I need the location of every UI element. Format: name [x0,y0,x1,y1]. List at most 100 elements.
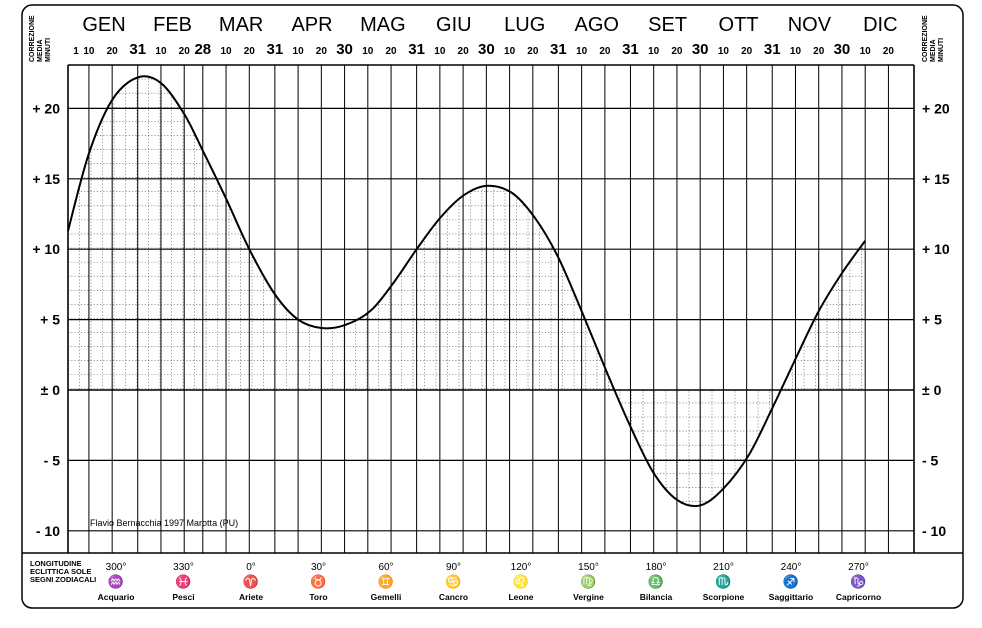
y-tick-label-left: - 5 [44,452,61,468]
legend-header: SEGNI ZODIACALI [30,575,96,584]
day-label: 20 [458,46,470,57]
chart-border [21,4,964,609]
month-label: FEB [153,14,192,36]
day-label: 10 [648,46,660,57]
day-label: 10 [434,46,446,57]
month-label: LUG [504,14,545,36]
day-label: 20 [813,46,825,57]
legend-header: LONGITUDINE [30,559,82,568]
zodiac-degree: 270° [848,562,869,573]
zodiac-degree: 210° [713,562,734,573]
zodiac-sign-name: Acquario [98,592,135,602]
day-label: 10 [293,46,305,57]
zodiac-degree: 0° [246,562,256,573]
day-label: 20 [244,46,256,57]
y-tick-label-right: + 10 [922,241,950,257]
y-tick-labels: + 20 + 20 + 15 + 15 + 10 + 10 + 5 + 5 ± 0 ± 0 - 5 -… [32,100,949,538]
y-tick-label-left: + 15 [32,171,60,187]
zodiac-sign-name: Saggittario [769,592,813,602]
y-axis-title-right: CORREZIONE [922,15,929,62]
zodiac-glyph-icon: ♋ [445,574,461,589]
under-curve-dotted-mesh [68,76,866,507]
day-label: 20 [527,46,539,57]
y-axis-title-left: CORREZIONE [29,15,36,62]
day-label: 10 [504,46,516,57]
month-label: OTT [719,14,759,36]
y-axis-title-left: MEDIA [37,39,44,62]
day-label: 31 [267,41,284,58]
day-label: 20 [883,46,895,57]
day-label: 10 [362,46,374,57]
y-tick-label-right: - 5 [922,452,939,468]
y-tick-label-left: ± 0 [41,382,61,398]
day-label: 20 [107,46,119,57]
zodiac-glyph-icon: ♈ [243,574,259,589]
zodiac-degree: 150° [578,562,599,573]
month-labels: GEN FEB MAR APR MAG GIU LUG AGO SET OTT NOV DIC [82,14,897,36]
day-label: 31 [129,41,146,58]
zodiac-sign-name: Leone [508,592,533,602]
zodiac-sign-name: Capricorno [836,592,881,602]
zodiac-glyph-icon: ♒ [108,574,124,589]
credit-annotation: Flavio Bernacchia 1997 Marotta (PU) [90,518,238,528]
y-tick-label-left: + 5 [40,312,60,328]
month-label: GEN [82,14,125,36]
y-tick-label-right: + 15 [922,171,950,187]
y-tick-label-right: ± 0 [922,382,942,398]
day-label: 10 [83,46,95,57]
y-tick-label-left: - 10 [36,523,60,539]
day-label: 31 [408,41,425,58]
day-label: 10 [790,46,802,57]
legend-header: ECLITTICA SOLE [30,567,91,576]
zodiac-sign-name: Bilancia [640,592,673,602]
y-tick-label-left: + 10 [32,241,60,257]
day-label: 20 [599,46,611,57]
day-label: 10 [155,46,167,57]
correction-curve-line [67,75,867,508]
zodiac-glyph-icon: ♓ [175,574,191,589]
y-tick-label-left: + 20 [32,100,60,116]
day-label: 10 [860,46,872,57]
zodiac-degree: 240° [781,562,802,573]
day-label: 20 [671,46,683,57]
zodiac-sign-name: Vergine [573,592,604,602]
day-label: 31 [622,41,639,58]
day-label: 20 [179,46,191,57]
month-label: DIC [863,14,897,36]
y-axis-titles: CORREZIONE MEDIA MINUTI CORREZIONE MEDIA MINU… [29,15,945,62]
month-label: GIU [436,14,472,36]
y-axis-title-right: MEDIA [930,39,937,62]
day-label: 30 [692,41,709,58]
zodiac-glyph-icon: ♌ [513,574,529,589]
day-label: 31 [764,41,781,58]
zodiac-glyph-icon: ♍ [580,574,596,589]
zodiac-sign-name: Ariete [239,592,263,602]
grid-lines [68,65,914,553]
day-label: 10 [220,46,232,57]
zodiac-degree: 60° [378,562,393,573]
day-label: 20 [385,46,397,57]
y-tick-label-right: + 5 [922,312,942,328]
day-label: 20 [316,46,328,57]
y-tick-label-right: - 10 [922,523,946,539]
correction-curve-series [67,75,867,508]
zodiac-degree: 180° [646,562,667,573]
zodiac-sign-name: Gemelli [371,592,402,602]
month-label: AGO [575,14,619,36]
day-label: 20 [741,46,753,57]
zodiac-sign-name: Cancro [439,592,468,602]
zodiac-sign-name: Scorpione [703,592,745,602]
month-label: MAG [360,14,406,36]
day-label: 31 [550,41,567,58]
zodiac-degree: 330° [173,562,194,573]
y-axis-title-left: MINUTI [45,38,52,62]
month-label: NOV [788,14,832,36]
zodiac-glyph-icon: ♉ [310,574,326,589]
month-label: MAR [219,14,263,36]
day-label: 1 [73,46,79,57]
y-tick-label-right: + 20 [922,100,950,116]
y-axis-title-right: MINUTI [938,38,945,62]
zodiac-sign-name: Pesci [172,592,194,602]
